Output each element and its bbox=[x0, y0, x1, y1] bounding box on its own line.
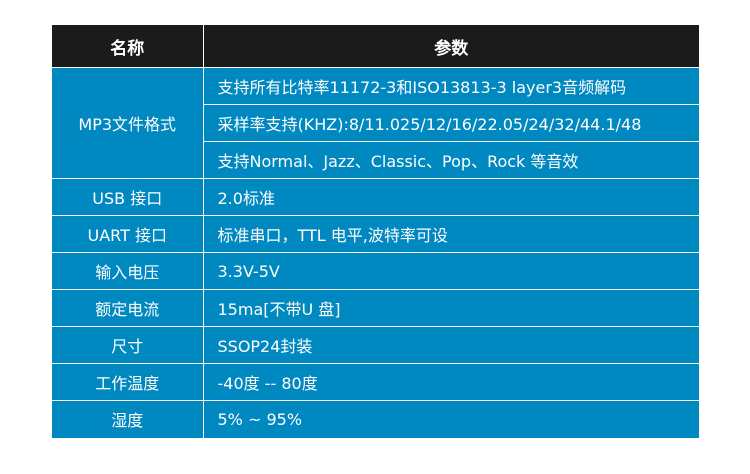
row-value: 支持Normal、Jazz、Classic、Pop、Rock 等音效 bbox=[203, 141, 699, 179]
row-value: 3.3V-5V bbox=[202, 252, 699, 290]
table-row: 湿度 5% ~ 95% bbox=[52, 400, 699, 438]
table-row: 额定电流 15ma[不带U 盘] bbox=[52, 289, 699, 327]
table-row: MP3文件格式 支持所有比特率11172-3和ISO13813-3 layer3… bbox=[52, 67, 699, 179]
table-row: 尺寸 SSOP24封装 bbox=[52, 326, 699, 364]
spec-table: 名称 参数 MP3文件格式 支持所有比特率11172-3和ISO13813-3 … bbox=[52, 25, 699, 438]
row-value: 标准串口，TTL 电平,波特率可设 bbox=[202, 215, 699, 253]
row-name: 额定电流 bbox=[52, 289, 204, 327]
header-name: 名称 bbox=[52, 25, 204, 68]
table-row: 工作温度 -40度 -- 80度 bbox=[52, 363, 699, 401]
header-row: 名称 参数 bbox=[52, 25, 699, 68]
row-name: 输入电压 bbox=[52, 252, 204, 290]
row-name: 尺寸 bbox=[52, 326, 204, 364]
table-row: UART 接口 标准串口，TTL 电平,波特率可设 bbox=[52, 215, 699, 253]
row-name: 湿度 bbox=[52, 400, 204, 438]
row-value: -40度 -- 80度 bbox=[202, 363, 699, 401]
row-name: UART 接口 bbox=[52, 215, 204, 253]
row-value: 2.0标准 bbox=[202, 178, 699, 216]
row-value: 采样率支持(KHZ):8/11.025/12/16/22.05/24/32/44… bbox=[203, 104, 699, 142]
row-name: 工作温度 bbox=[52, 363, 204, 401]
table-row: 采样率支持(KHZ):8/11.025/12/16/22.05/24/32/44… bbox=[52, 104, 699, 142]
row-value: 支持所有比特率11172-3和ISO13813-3 layer3音频解码 bbox=[202, 67, 699, 105]
row-value: 15ma[不带U 盘] bbox=[202, 289, 699, 327]
row-value: SSOP24封装 bbox=[202, 326, 699, 364]
row-name: MP3文件格式 bbox=[52, 67, 204, 179]
table-row: 支持Normal、Jazz、Classic、Pop、Rock 等音效 bbox=[52, 141, 699, 179]
row-value: 5% ~ 95% bbox=[202, 400, 699, 438]
table-row: 输入电压 3.3V-5V bbox=[52, 252, 699, 290]
table-row: USB 接口 2.0标准 bbox=[52, 178, 699, 216]
row-name: USB 接口 bbox=[52, 178, 204, 216]
header-params: 参数 bbox=[202, 25, 699, 68]
